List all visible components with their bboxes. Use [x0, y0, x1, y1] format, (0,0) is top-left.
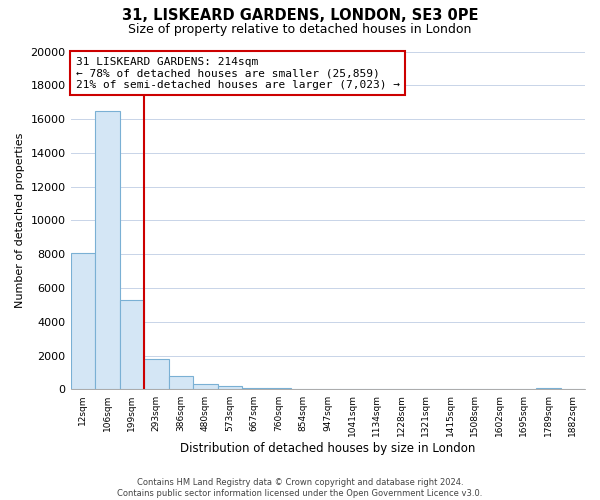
Bar	[119, 300, 144, 390]
Bar	[193, 384, 218, 390]
Bar	[71, 252, 95, 390]
Bar	[95, 110, 119, 390]
Bar	[144, 359, 169, 390]
Bar	[242, 388, 266, 390]
Bar	[218, 386, 242, 390]
Bar	[266, 388, 291, 390]
Text: Size of property relative to detached houses in London: Size of property relative to detached ho…	[128, 22, 472, 36]
Bar	[169, 376, 193, 390]
X-axis label: Distribution of detached houses by size in London: Distribution of detached houses by size …	[180, 442, 475, 455]
Text: Contains HM Land Registry data © Crown copyright and database right 2024.
Contai: Contains HM Land Registry data © Crown c…	[118, 478, 482, 498]
Y-axis label: Number of detached properties: Number of detached properties	[15, 133, 25, 308]
Text: 31 LISKEARD GARDENS: 214sqm
← 78% of detached houses are smaller (25,859)
21% of: 31 LISKEARD GARDENS: 214sqm ← 78% of det…	[76, 56, 400, 90]
Bar	[536, 388, 560, 390]
Text: 31, LISKEARD GARDENS, LONDON, SE3 0PE: 31, LISKEARD GARDENS, LONDON, SE3 0PE	[122, 8, 478, 22]
